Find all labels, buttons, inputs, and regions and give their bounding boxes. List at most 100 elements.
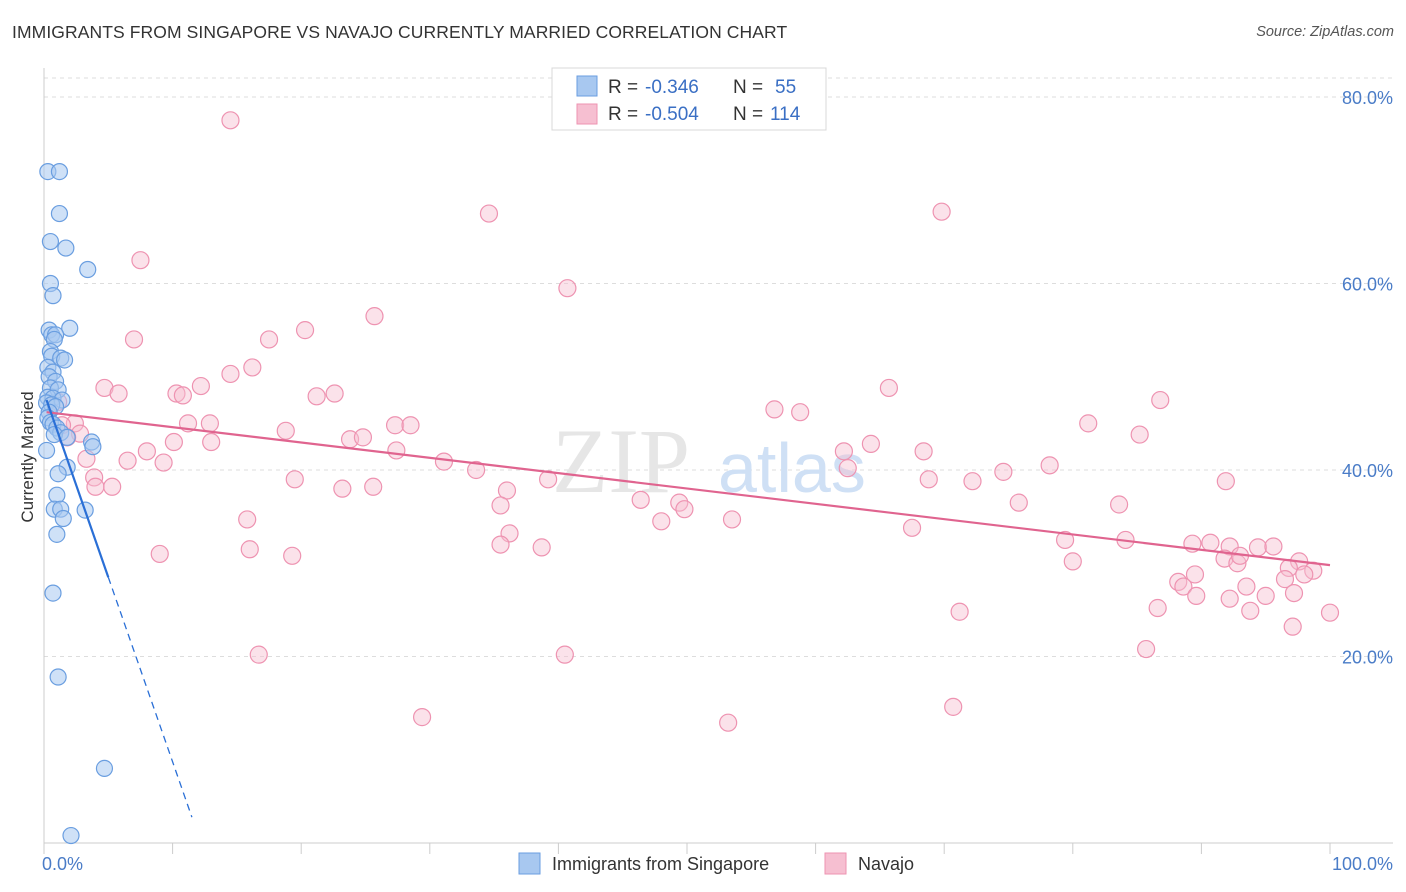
singapore-point-8 <box>61 319 79 337</box>
navajo-point-105 <box>1320 603 1340 622</box>
top-legend-box <box>551 67 827 131</box>
navajo-point-57 <box>103 477 122 496</box>
navajo-point-102 <box>1148 598 1167 618</box>
navajo-point-68 <box>238 510 257 529</box>
navajo-point-40 <box>137 442 156 461</box>
navajo-point-30 <box>276 421 295 440</box>
navajo-point-59 <box>364 477 383 496</box>
singapore-point-47 <box>48 525 66 543</box>
navajo-point-63 <box>631 490 650 509</box>
navajo-point-54 <box>919 470 938 489</box>
navajo-point-3 <box>131 251 150 270</box>
navajo-point-97 <box>1237 577 1256 596</box>
navajo-point-93 <box>1185 565 1205 584</box>
navajo-point-50 <box>466 460 486 480</box>
navajo-point-22 <box>791 403 810 422</box>
navajo-point-111 <box>412 708 432 727</box>
navajo-point-9 <box>243 358 262 377</box>
navajo-point-56 <box>1216 472 1235 491</box>
navajo-point-70 <box>722 510 742 529</box>
bottom-legend-swatch-navajo <box>824 852 847 875</box>
legend-swatch-singapore <box>576 75 598 97</box>
navajo-point-83 <box>1248 538 1268 557</box>
trend-lines <box>45 399 1331 818</box>
singapore-point-2 <box>50 204 69 223</box>
navajo-point-21 <box>765 400 784 419</box>
legend-r-label: R = <box>608 77 638 98</box>
navajo-point-4 <box>558 279 577 298</box>
navajo-point-5 <box>365 307 384 326</box>
navajo-point-14 <box>167 384 186 403</box>
navajo-point-77 <box>491 535 510 554</box>
legend-swatch-navajo <box>576 103 598 125</box>
navajo-point-8 <box>259 330 279 349</box>
navajo-point-29 <box>1079 414 1098 433</box>
x-tick-labels: 0.0% 100.0% <box>42 854 1393 874</box>
navajo-point-35 <box>353 428 373 447</box>
navajo-point-19 <box>1151 390 1170 410</box>
singapore-point-48 <box>44 584 62 602</box>
y-tick-label-3: 80.0% <box>1342 88 1393 108</box>
navajo-point-69 <box>652 512 671 531</box>
navajo-point-38 <box>861 434 880 453</box>
navajo-point-2 <box>932 202 951 221</box>
bottom-legend: Immigrants from Singapore Navajo <box>518 852 914 875</box>
navajo-point-24 <box>200 414 219 433</box>
navajo-point-41 <box>387 441 406 460</box>
legend-r-label-2: R = <box>608 104 638 125</box>
bottom-legend-navajo: Navajo <box>858 854 914 874</box>
navajo-point-73 <box>1055 530 1075 550</box>
singapore-trend-extension <box>107 577 193 818</box>
navajo-point-100 <box>1256 586 1275 605</box>
navajo-point-52 <box>285 470 304 489</box>
singapore-point-38 <box>84 438 102 456</box>
navajo-point-99 <box>1187 586 1206 605</box>
navajo-point-6 <box>295 321 315 340</box>
navajo-point-37 <box>202 432 221 452</box>
navajo-point-49 <box>1040 456 1059 475</box>
legend-n-singapore: 55 <box>775 77 796 98</box>
singapore-trend-line <box>45 399 110 578</box>
legend-n-navajo: 114 <box>770 104 801 125</box>
navajo-point-62 <box>491 496 510 515</box>
navajo-point-0 <box>221 111 240 130</box>
navajo-point-80 <box>150 544 169 564</box>
singapore-point-49 <box>49 668 67 686</box>
singapore-point-5 <box>79 260 97 279</box>
navajo-point-94 <box>1275 570 1295 589</box>
singapore-point-41 <box>49 465 67 483</box>
x-tick-label-0: 0.0% <box>42 854 83 874</box>
navajo-point-27 <box>385 416 405 435</box>
navajo-point-101 <box>1220 589 1239 608</box>
singapore-points <box>37 163 114 845</box>
singapore-point-39 <box>37 441 56 460</box>
navajo-point-47 <box>838 459 857 478</box>
watermark: ZIP atlas <box>552 410 866 512</box>
navajo-point-60 <box>333 479 352 498</box>
navajo-point-104 <box>1241 601 1260 620</box>
singapore-point-7 <box>44 287 62 305</box>
watermark-atlas: atlas <box>718 429 866 507</box>
y-tick-label-1: 40.0% <box>1342 461 1393 481</box>
navajo-point-48 <box>994 462 1013 481</box>
navajo-point-53 <box>539 470 558 489</box>
navajo-point-108 <box>249 645 268 664</box>
source-label: Source: ZipAtlas.com <box>1256 24 1394 40</box>
y-axis-label: Currently Married <box>18 391 37 522</box>
navajo-point-16 <box>307 387 326 406</box>
navajo-point-112 <box>719 713 738 732</box>
navajo-point-36 <box>1130 425 1149 444</box>
navajo-point-110 <box>944 697 963 716</box>
y-tick-label-2: 60.0% <box>1342 275 1393 295</box>
legend-n-label-2: N = <box>733 104 763 125</box>
navajo-point-81 <box>283 546 302 565</box>
navajo-point-67 <box>1109 495 1129 514</box>
singapore-point-50 <box>95 759 114 778</box>
legend-r-navajo: -0.504 <box>645 104 699 125</box>
navajo-point-46 <box>434 452 454 471</box>
legend-n-label: N = <box>733 77 763 98</box>
navajo-point-51 <box>85 468 104 487</box>
navajo-point-11 <box>191 376 210 396</box>
navajo-point-78 <box>532 538 551 557</box>
singapore-point-4 <box>57 239 75 257</box>
